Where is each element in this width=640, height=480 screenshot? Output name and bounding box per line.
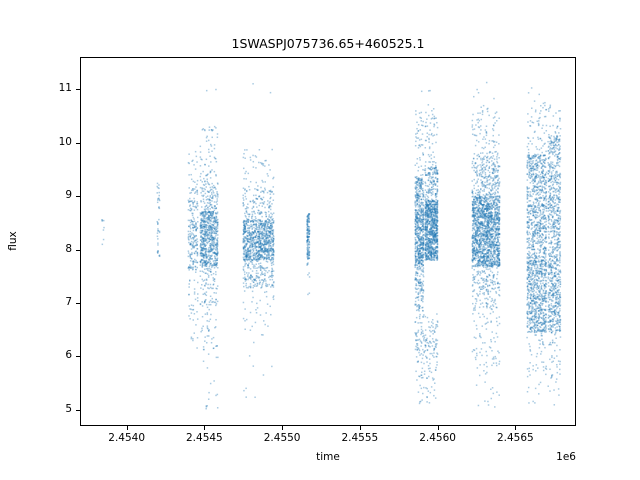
x-tick-label: 2.4555	[341, 432, 379, 444]
y-axis-label: flux	[7, 231, 19, 251]
x-tick-mark	[126, 426, 128, 430]
y-tick-mark	[76, 303, 80, 304]
x-tick-mark	[204, 426, 206, 430]
y-tick-label: 7	[65, 296, 72, 308]
x-tick-mark	[282, 426, 284, 430]
x-tick-label: 2.4560	[419, 432, 456, 444]
y-tick-mark	[76, 356, 80, 358]
x-tick-label: 2.4545	[186, 432, 223, 444]
y-tick-label: 11	[58, 82, 72, 95]
y-tick-label: 6	[65, 349, 72, 362]
x-axis-label: time	[316, 451, 340, 463]
x-axis-offset-label: 1e6	[556, 451, 576, 463]
x-tick-label: 2.4540	[108, 432, 146, 444]
x-tick-mark	[437, 426, 439, 430]
y-tick-mark	[76, 89, 80, 91]
y-tick-label: 9	[65, 189, 72, 202]
scatter-plot-canvas	[80, 57, 576, 426]
y-tick-label: 10	[58, 135, 72, 148]
y-tick-label: 5	[65, 402, 72, 415]
x-tick-label: 2.4550	[263, 432, 301, 444]
y-tick-mark	[76, 409, 80, 411]
plot-title: 1SWASPJ075736.65+460525.1	[231, 36, 425, 51]
y-tick-label: 8	[65, 242, 72, 255]
x-tick-mark	[359, 426, 361, 430]
y-tick-mark	[76, 249, 80, 251]
x-tick-mark	[515, 426, 517, 430]
y-tick-mark	[76, 196, 80, 198]
y-tick-mark	[76, 142, 80, 144]
x-tick-label: 2.4565	[496, 432, 534, 444]
